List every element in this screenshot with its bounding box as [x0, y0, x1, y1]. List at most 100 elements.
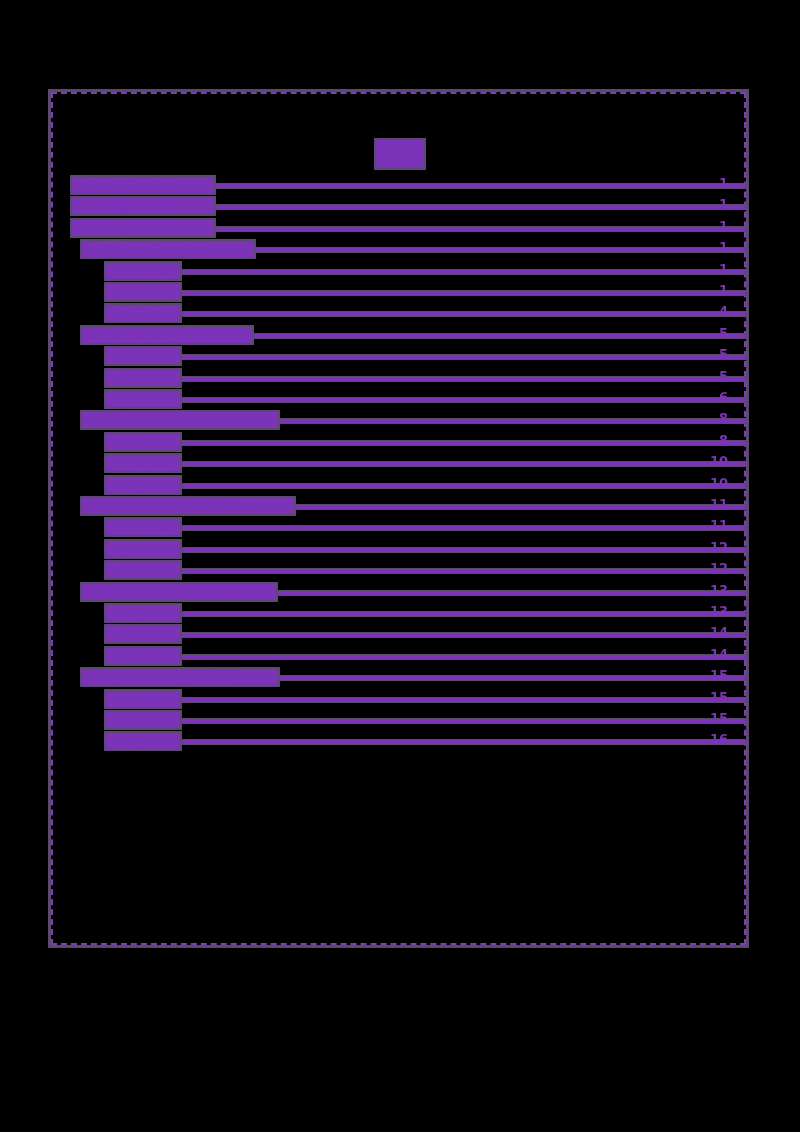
toc-leader-line	[181, 311, 746, 318]
toc-entry-label: 任务五 系统测试与优化调整	[80, 581, 278, 602]
toc-page-number: 11	[710, 519, 729, 535]
toc-page-number: 15	[710, 690, 729, 706]
toc-page-number: 6	[718, 391, 728, 406]
toc-page-number: 13	[710, 583, 729, 599]
toc-subsection-entry[interactable]: 【教学过程】 16	[0, 731, 800, 752]
toc-subsection-entry[interactable]: 【教学目标】 11	[0, 517, 800, 538]
toc-entry-label: 【教学目标】	[104, 346, 182, 367]
toc-entry-label: 一、课程基本信息	[70, 175, 216, 195]
toc-subsection-entry[interactable]: 【教学过程】 12	[0, 560, 800, 581]
toc-title: 目录	[374, 138, 426, 170]
toc-chapter-entry[interactable]: 一、课程基本信息 1	[0, 175, 800, 195]
toc-entry-label: 【教学过程】	[104, 303, 182, 324]
toc-leader-line	[181, 439, 746, 446]
toc-leader-line	[181, 482, 746, 489]
toc-subsection-entry[interactable]: 【教学过程】 10	[0, 474, 800, 495]
toc-subsection-entry[interactable]: 【重点难点】 5	[0, 367, 800, 388]
toc-section-entry[interactable]: 任务一 认识基础知识 1	[0, 239, 800, 260]
toc-leader-line	[181, 268, 746, 275]
toc-leader-line	[181, 611, 746, 617]
toc-entry-label: 任务二 掌握基本操作	[80, 324, 254, 345]
toc-leader-line	[255, 247, 746, 254]
toc-subsection-entry[interactable]: 【重点难点】 10	[0, 453, 800, 474]
toc-entry-label: 三、课程教学内容	[70, 217, 216, 238]
toc-entry-label: 【重点难点】	[104, 624, 182, 645]
toc-entry-label: 任务三 综合应用实践训练	[80, 410, 280, 431]
toc-entry-label: 【教学过程】	[104, 731, 182, 752]
toc-subsection-entry[interactable]: 【教学目标】 1	[0, 260, 800, 281]
toc-subsection-entry[interactable]: 【教学目标】 8	[0, 431, 800, 452]
toc-page-number: 1	[718, 219, 728, 235]
toc-page-number: 1	[718, 284, 728, 299]
toc-leader-line	[181, 290, 746, 296]
toc-section-entry[interactable]: 任务三 综合应用实践训练 8	[0, 410, 800, 431]
toc-page-number: 13	[710, 605, 729, 620]
toc-page-number: 10	[710, 476, 729, 492]
toc-subsection-entry[interactable]: 【教学过程】 6	[0, 389, 800, 409]
toc-page-number: 12	[710, 540, 729, 556]
toc-page-number: 4	[718, 305, 728, 321]
toc-section-entry[interactable]: 任务六 总结评价与拓展提升 15	[0, 667, 800, 688]
toc-leader-line	[215, 204, 746, 211]
toc-subsection-entry[interactable]: 【教学目标】 5	[0, 346, 800, 367]
toc-entry-label: 二、课程教学目标	[70, 196, 216, 217]
toc-leader-line	[181, 739, 746, 746]
toc-entry-label: 任务一 认识基础知识	[80, 239, 256, 260]
toc-page-number: 5	[718, 348, 728, 364]
toc-page-number: 12	[710, 562, 729, 578]
toc-page-number: 5	[718, 326, 728, 342]
toc-page-number: 14	[710, 626, 729, 642]
toc-entry-label: 【教学目标】	[104, 603, 182, 623]
toc-chapter-entry[interactable]: 二、课程教学目标 1	[0, 196, 800, 217]
toc-subsection-entry[interactable]: 【教学目标】 15	[0, 688, 800, 709]
toc-section-entry[interactable]: 任务二 掌握基本操作 5	[0, 324, 800, 345]
page-border-inner	[51, 92, 746, 945]
toc-page-number: 14	[710, 647, 729, 663]
toc-leader-line	[181, 354, 746, 361]
toc-subsection-entry[interactable]: 【重点难点】 1	[0, 282, 800, 302]
toc-entry-label: 【重点难点】	[104, 538, 182, 559]
toc-entry-label: 【教学过程】	[104, 474, 182, 495]
toc-chapter-entry[interactable]: 三、课程教学内容 1	[0, 217, 800, 238]
toc-page-number: 15	[710, 669, 729, 685]
toc-leader-line	[181, 375, 746, 382]
toc-leader-line	[181, 525, 746, 532]
toc-page-number: 16	[710, 733, 729, 749]
page-border-outer	[48, 89, 749, 948]
toc-page-number: 11	[710, 498, 729, 513]
toc-subsection-entry[interactable]: 【重点难点】 14	[0, 624, 800, 645]
toc-leader-line	[181, 696, 746, 703]
toc-subsection-entry[interactable]: 【教学目标】 13	[0, 603, 800, 623]
toc-entry-label: 【教学过程】	[104, 645, 182, 666]
toc-leader-line	[181, 718, 746, 724]
toc-section-entry[interactable]: 任务五 系统测试与优化调整 13	[0, 581, 800, 602]
toc-subsection-entry[interactable]: 【教学过程】 4	[0, 303, 800, 324]
toc-entry-label: 【重点难点】	[104, 453, 182, 474]
toc-subsection-entry[interactable]: 【教学过程】 14	[0, 645, 800, 666]
toc-leader-line	[279, 675, 746, 682]
toc-subsection-entry[interactable]: 【重点难点】 12	[0, 538, 800, 559]
toc-entry-label: 【教学目标】	[104, 688, 182, 709]
toc-leader-line	[253, 332, 746, 339]
toc-page-number: 5	[718, 369, 728, 385]
toc-leader-line	[181, 653, 746, 660]
toc-entry-label: 【教学目标】	[104, 260, 182, 281]
toc-section-entry[interactable]: 任务四 项目设计与开发实现 11	[0, 496, 800, 516]
toc-page-number: 8	[718, 412, 728, 428]
toc-entry-label: 【重点难点】	[104, 710, 182, 730]
toc-page-number: 15	[710, 712, 729, 727]
toc-entry-label: 【重点难点】	[104, 282, 182, 302]
toc-subsection-entry[interactable]: 【重点难点】 15	[0, 710, 800, 730]
toc-leader-line	[181, 546, 746, 553]
toc-leader-line	[279, 418, 746, 425]
toc-leader-line	[295, 504, 746, 510]
toc-entry-label: 任务六 总结评价与拓展提升	[80, 667, 280, 688]
toc-page-number: 1	[718, 262, 728, 278]
toc-leader-line	[181, 632, 746, 639]
toc-leader-line	[181, 461, 746, 468]
toc-page-number: 1	[718, 241, 728, 257]
toc-entry-label: 【教学目标】	[104, 431, 182, 452]
toc-page-number: 10	[710, 455, 729, 471]
toc-page-number: 1	[718, 177, 728, 192]
